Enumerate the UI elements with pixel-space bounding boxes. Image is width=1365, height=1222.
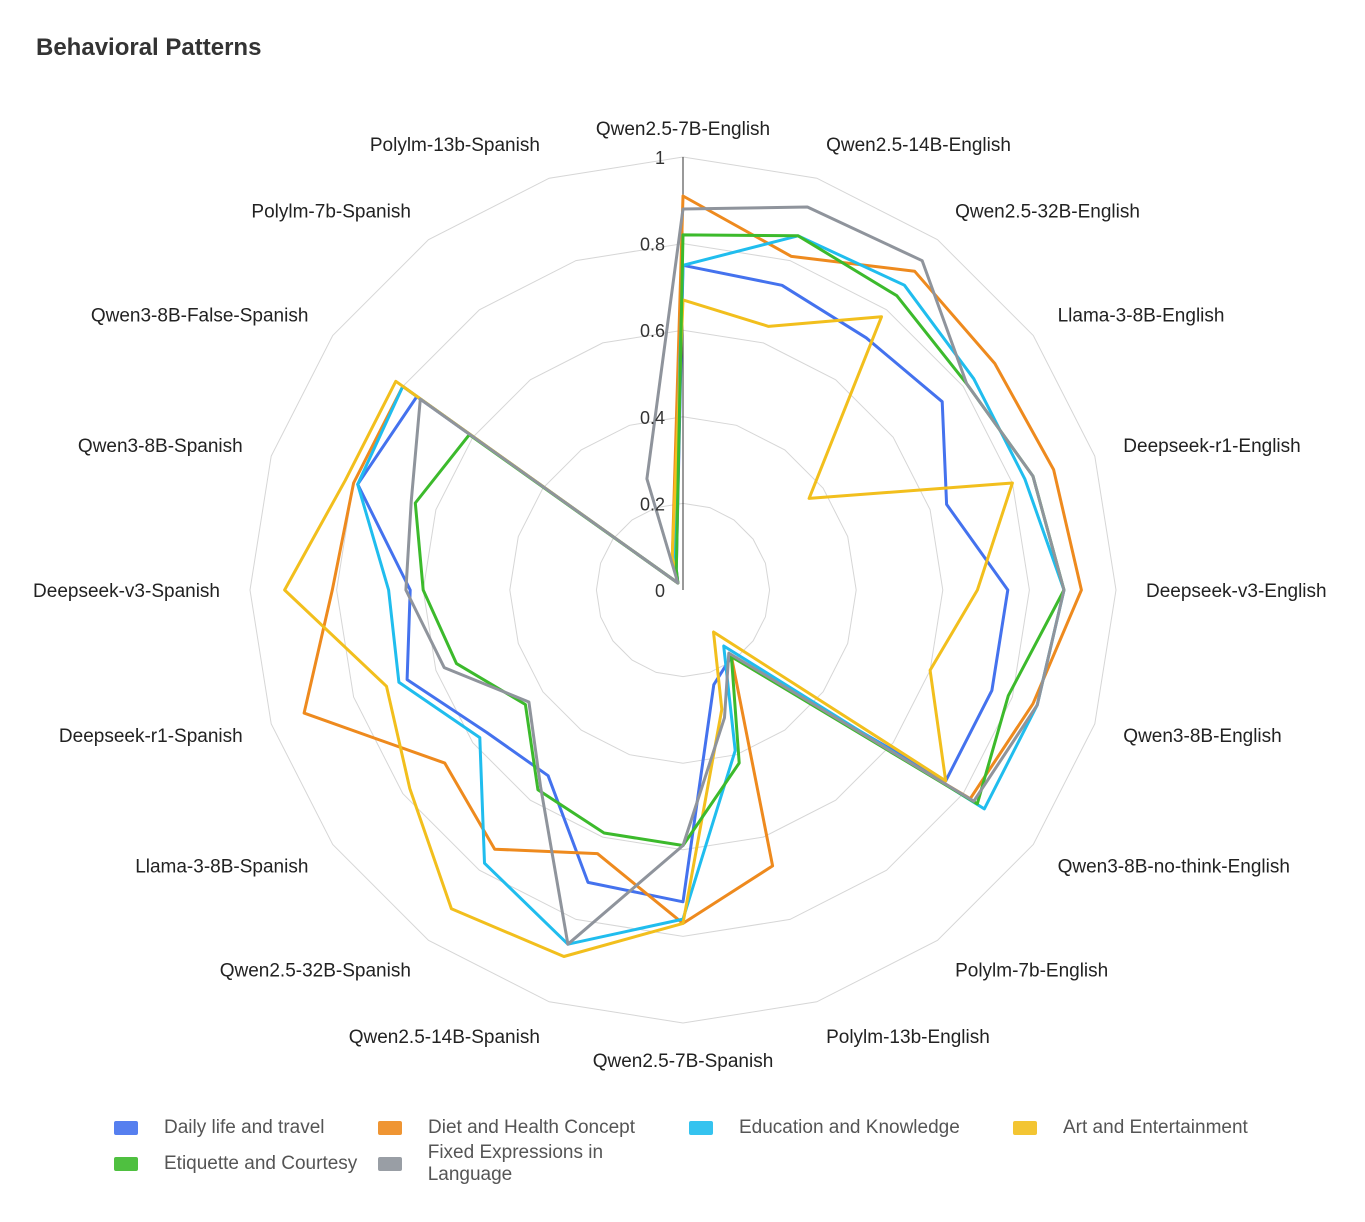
- legend-item[interactable]: Etiquette and Courtesy: [114, 1153, 378, 1175]
- grid-ring: [509, 416, 857, 764]
- legend-label: Diet and Health Concept: [428, 1117, 636, 1138]
- radial-tick-label: 0.6: [640, 321, 665, 341]
- axis-label: Qwen3-8B-English: [1123, 726, 1281, 747]
- axis-label: Qwen2.5-14B-English: [826, 135, 1011, 156]
- radial-tick-label: 0.4: [640, 408, 665, 428]
- axis-label: Qwen2.5-32B-English: [955, 202, 1140, 223]
- legend-label: Etiquette and Courtesy: [164, 1153, 358, 1174]
- axis-label: Deepseek-v3-Spanish: [33, 581, 220, 602]
- axis-label: Polylm-7b-Spanish: [251, 202, 410, 223]
- legend-label: Daily life and travel: [164, 1117, 325, 1138]
- legend-label: Fixed Expressions in Language: [427, 1142, 604, 1185]
- axis-label: Qwen2.5-7B-English: [596, 119, 770, 140]
- grid-ring: [595, 502, 771, 678]
- legend: Daily life and travel Diet and Health Co…: [114, 1110, 1314, 1185]
- legend-item[interactable]: Diet and Health Concept: [378, 1117, 689, 1139]
- series-line: [283, 298, 1014, 958]
- axis-label: Deepseek-r1-Spanish: [59, 726, 243, 747]
- legend-row-1: Daily life and travel Diet and Health Co…: [114, 1110, 1314, 1146]
- axis-label: Qwen2.5-32B-Spanish: [220, 960, 411, 981]
- axis-label: Polylm-7b-English: [955, 960, 1108, 981]
- axis-label: Polylm-13b-English: [826, 1027, 990, 1048]
- axis-label: Llama-3-8B-Spanish: [135, 857, 308, 878]
- axis-label: Deepseek-r1-English: [1123, 436, 1300, 457]
- legend-swatch: [689, 1121, 713, 1135]
- legend-swatch: [378, 1121, 402, 1135]
- radial-tick-label: 1: [655, 148, 665, 168]
- series-line: [404, 205, 1066, 946]
- radar-series: [283, 194, 1083, 958]
- legend-item[interactable]: Education and Knowledge: [689, 1117, 1013, 1139]
- legend-item[interactable]: Art and Entertainment: [1013, 1117, 1273, 1139]
- legend-item[interactable]: Fixed Expressions in Language: [378, 1142, 689, 1186]
- axis-label: Qwen3-8B-False-Spanish: [91, 305, 309, 326]
- axis-label: Polylm-13b-Spanish: [370, 135, 540, 156]
- legend-item[interactable]: Daily life and travel: [114, 1117, 378, 1139]
- grid-ring: [249, 156, 1117, 1024]
- grid-ring: [422, 329, 944, 851]
- radial-tick-label: 0.2: [640, 494, 665, 514]
- series-line: [356, 234, 1066, 946]
- chart-title: Behavioral Patterns: [36, 34, 262, 61]
- axis-label: Qwen2.5-14B-Spanish: [349, 1027, 540, 1048]
- legend-swatch: [378, 1157, 402, 1171]
- axis-label: Qwen2.5-7B-Spanish: [593, 1051, 774, 1072]
- axis-label: Deepseek-v3-English: [1146, 581, 1327, 602]
- axis-label: Llama-3-8B-English: [1058, 305, 1225, 326]
- radial-tick-label: 0: [655, 581, 665, 601]
- legend-swatch: [1013, 1121, 1037, 1135]
- series-line: [413, 233, 1066, 847]
- radar-chart: 00.20.40.60.81 Qwen2.5-7B-EnglishQwen2.5…: [33, 119, 1327, 1072]
- legend-swatch: [114, 1157, 138, 1171]
- legend-label: Education and Knowledge: [739, 1117, 960, 1138]
- axis-label: Qwen3-8B-Spanish: [78, 436, 243, 457]
- axis-labels: Qwen2.5-7B-English Qwen2.5-14B-English Qwe…: [33, 119, 1327, 1072]
- radar-grid: [249, 156, 1117, 1024]
- legend-row-2: Etiquette and Courtesy Fixed Expressions…: [114, 1142, 1314, 1185]
- series-line: [356, 263, 1010, 904]
- axis-label: Qwen3-8B-no-think-English: [1058, 857, 1290, 878]
- legend-label: Art and Entertainment: [1063, 1117, 1248, 1138]
- legend-swatch: [114, 1121, 138, 1135]
- radial-tick-labels: 0 0.2 0.4 0.6 0.8 1: [640, 148, 665, 601]
- radial-tick-label: 0.8: [640, 235, 665, 255]
